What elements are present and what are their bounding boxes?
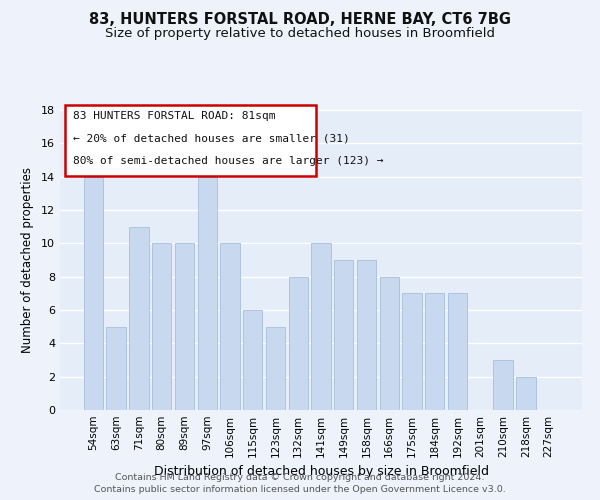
- Y-axis label: Number of detached properties: Number of detached properties: [21, 167, 34, 353]
- Text: Contains HM Land Registry data © Crown copyright and database right 2024.: Contains HM Land Registry data © Crown c…: [115, 472, 485, 482]
- Bar: [311, 244, 331, 410]
- Bar: [380, 276, 399, 410]
- Text: 83 HUNTERS FORSTAL ROAD: 81sqm: 83 HUNTERS FORSTAL ROAD: 81sqm: [73, 112, 275, 122]
- Bar: [84, 176, 103, 410]
- Bar: [493, 360, 513, 410]
- Bar: [220, 244, 239, 410]
- Bar: [516, 376, 536, 410]
- Bar: [243, 310, 262, 410]
- Bar: [106, 326, 126, 410]
- Text: ← 20% of detached houses are smaller (31): ← 20% of detached houses are smaller (31…: [73, 134, 350, 144]
- Text: Contains public sector information licensed under the Open Government Licence v3: Contains public sector information licen…: [94, 485, 506, 494]
- Bar: [425, 294, 445, 410]
- Bar: [129, 226, 149, 410]
- FancyBboxPatch shape: [65, 106, 316, 176]
- Bar: [152, 244, 172, 410]
- Text: Size of property relative to detached houses in Broomfield: Size of property relative to detached ho…: [105, 28, 495, 40]
- Bar: [289, 276, 308, 410]
- Bar: [175, 244, 194, 410]
- X-axis label: Distribution of detached houses by size in Broomfield: Distribution of detached houses by size …: [154, 466, 488, 478]
- Bar: [197, 176, 217, 410]
- Text: 83, HUNTERS FORSTAL ROAD, HERNE BAY, CT6 7BG: 83, HUNTERS FORSTAL ROAD, HERNE BAY, CT6…: [89, 12, 511, 28]
- Bar: [266, 326, 285, 410]
- Bar: [448, 294, 467, 410]
- Bar: [334, 260, 353, 410]
- Bar: [357, 260, 376, 410]
- Text: 80% of semi-detached houses are larger (123) →: 80% of semi-detached houses are larger (…: [73, 156, 383, 166]
- Bar: [403, 294, 422, 410]
